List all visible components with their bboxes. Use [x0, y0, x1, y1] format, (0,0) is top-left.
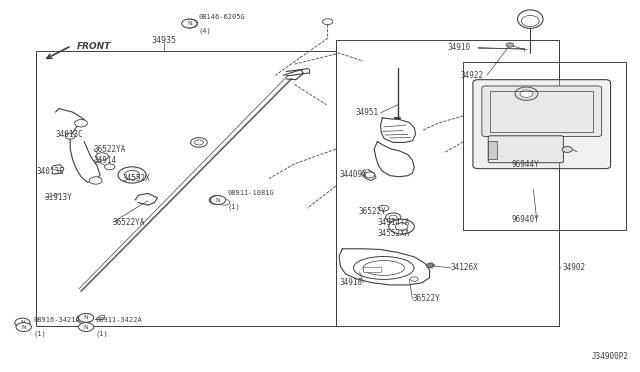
Circle shape [17, 323, 30, 331]
Circle shape [410, 277, 418, 281]
Circle shape [20, 325, 27, 329]
Circle shape [90, 177, 102, 184]
Text: 34914+A: 34914+A [378, 218, 410, 227]
Text: 36522Y: 36522Y [358, 207, 386, 217]
Bar [490, 91, 593, 132]
Circle shape [379, 205, 389, 211]
Text: (1): (1) [33, 331, 46, 337]
Ellipse shape [353, 257, 414, 279]
Ellipse shape [518, 10, 543, 28]
Text: 08911-1081G: 08911-1081G [228, 190, 275, 196]
Circle shape [390, 215, 397, 219]
Circle shape [96, 153, 108, 160]
Text: 34409X: 34409X [339, 170, 367, 179]
Bar [336, 40, 559, 326]
Text: 36522Y: 36522Y [412, 294, 440, 303]
Circle shape [506, 43, 514, 47]
Text: 96944Y: 96944Y [511, 160, 539, 169]
Text: N: N [20, 320, 25, 325]
Text: 96940Y: 96940Y [511, 215, 539, 224]
Text: 34126X: 34126X [451, 263, 478, 272]
Text: (1): (1) [96, 331, 108, 337]
Circle shape [211, 196, 226, 205]
Text: (4): (4) [199, 27, 212, 34]
Bar [36, 51, 336, 326]
Circle shape [323, 19, 333, 25]
Circle shape [182, 19, 197, 28]
Circle shape [79, 323, 94, 331]
Circle shape [81, 317, 88, 321]
Text: N: N [187, 21, 192, 26]
FancyBboxPatch shape [488, 136, 563, 163]
FancyBboxPatch shape [482, 86, 602, 137]
Circle shape [77, 314, 92, 323]
Text: N: N [216, 198, 220, 202]
Circle shape [79, 313, 94, 322]
Text: 08916-3421A: 08916-3421A [33, 317, 80, 323]
FancyBboxPatch shape [364, 267, 382, 272]
Circle shape [75, 119, 88, 127]
Circle shape [195, 140, 204, 145]
Circle shape [104, 164, 115, 170]
Text: 34552X: 34552X [122, 174, 150, 183]
FancyBboxPatch shape [473, 80, 611, 169]
Text: N: N [214, 198, 219, 202]
Text: N: N [84, 315, 88, 320]
Circle shape [15, 318, 30, 327]
Circle shape [389, 219, 414, 234]
Circle shape [124, 170, 140, 179]
Text: 34951: 34951 [355, 108, 378, 118]
Text: 34013E: 34013E [36, 167, 64, 176]
Text: 34914: 34914 [94, 155, 117, 165]
Ellipse shape [363, 260, 404, 275]
Text: N: N [84, 324, 88, 330]
Circle shape [182, 19, 198, 28]
Text: 34922: 34922 [460, 71, 483, 80]
Text: 34902: 34902 [562, 263, 585, 272]
Text: 31913Y: 31913Y [45, 193, 72, 202]
Circle shape [562, 147, 572, 153]
Circle shape [65, 133, 76, 139]
Text: B: B [188, 21, 193, 26]
Circle shape [191, 138, 207, 147]
Text: 34013C: 34013C [56, 130, 83, 139]
Circle shape [118, 167, 146, 183]
Text: 34935: 34935 [152, 36, 177, 45]
Text: 34918: 34918 [339, 278, 362, 287]
Text: J34900P2: J34900P2 [592, 352, 629, 361]
Bar [463, 62, 626, 230]
Text: (1): (1) [228, 204, 241, 210]
Circle shape [16, 323, 31, 331]
Bar [488, 141, 497, 159]
Text: N: N [21, 324, 26, 330]
Text: FRONT: FRONT [77, 42, 111, 51]
Ellipse shape [522, 15, 540, 26]
Circle shape [395, 223, 408, 230]
Circle shape [209, 196, 225, 205]
Circle shape [386, 213, 401, 222]
Circle shape [426, 263, 433, 267]
Circle shape [515, 87, 538, 100]
Circle shape [365, 172, 375, 178]
Text: 36522YA: 36522YA [113, 218, 145, 227]
Text: 34910: 34910 [447, 43, 470, 52]
Text: 08911-3422A: 08911-3422A [96, 317, 143, 323]
Text: 36522YA: 36522YA [94, 145, 126, 154]
Circle shape [220, 199, 230, 205]
Text: 08146-6205G: 08146-6205G [199, 14, 246, 20]
Text: 34552XA: 34552XA [378, 230, 410, 238]
Circle shape [520, 90, 533, 97]
